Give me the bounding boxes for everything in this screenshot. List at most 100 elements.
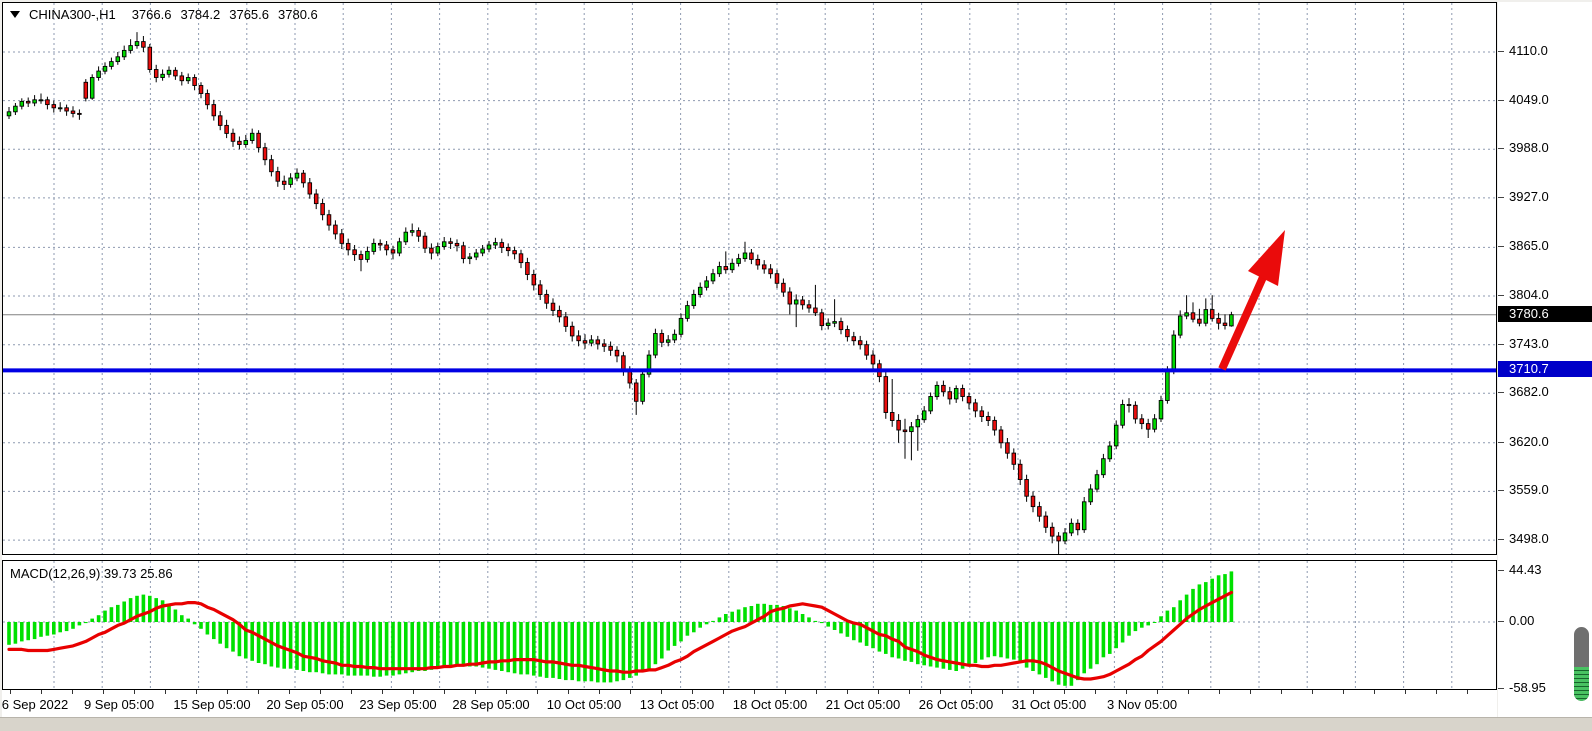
price-axis-label: 4110.0 (1509, 43, 1548, 58)
macd-axis-label-tick (1498, 621, 1504, 622)
time-axis-label: 28 Sep 05:00 (452, 697, 530, 712)
price-axis-label-tick (1498, 246, 1504, 248)
time-axis-tick (661, 690, 662, 694)
time-axis-tick (1250, 690, 1251, 694)
macd-histogram (7, 571, 1234, 686)
time-axis-tick (165, 690, 166, 694)
price-axis-label: 3865.0 (1509, 238, 1549, 254)
price-axis[interactable]: 4110.0 4049.0 3988.0 3927.0 3865.0 3804.0 3743… (1498, 2, 1592, 717)
time-axis-tick (692, 690, 693, 694)
price-axis-label-tick (1498, 51, 1504, 52)
time-axis-tick (1374, 690, 1375, 694)
macd-chart-svg[interactable] (3, 561, 1496, 689)
price-axis-label: 3620.0 (1509, 433, 1549, 449)
time-axis-label: 26 Oct 05:00 (918, 697, 994, 712)
time-axis-tick (1064, 690, 1065, 694)
time-axis-tick (382, 690, 383, 694)
current-price-badge: 3780.6 (1498, 305, 1592, 322)
time-axis-tick (10, 690, 11, 694)
time-axis-tick (1467, 690, 1468, 694)
price-axis-label-tick (1498, 539, 1504, 541)
price-gridlines (3, 3, 1496, 554)
price-axis-label: 4049.0 (1509, 91, 1549, 107)
time-axis-tick (475, 690, 476, 694)
time-axis-tick (785, 690, 786, 694)
price-axis-label-tick (1498, 148, 1504, 150)
time-axis-tick (568, 690, 569, 694)
macd-signal-line (7, 590, 1234, 681)
time-axis-tick (1343, 690, 1344, 694)
price-axis-label-tick (1498, 392, 1504, 394)
time-axis-tick (1436, 690, 1437, 694)
pane-splitter[interactable] (2, 555, 1497, 560)
price-axis-label: 3498.0 (1509, 531, 1549, 547)
time-axis-tick (1002, 690, 1003, 694)
price-axis-label-tick (1498, 196, 1504, 198)
time-axis-tick (1405, 690, 1406, 694)
price-axis-label: 3743.0 (1509, 335, 1549, 351)
price-axis-label: 3682.0 (1509, 384, 1549, 400)
price-axis-label: 3804.0 (1509, 287, 1549, 303)
time-axis-tick (1312, 690, 1313, 694)
time-axis[interactable]: 6 Sep 2022 9 Sep 05:00 15 Sep 05:00 20 Sep … (2, 690, 1497, 717)
time-axis-tick (413, 690, 414, 694)
time-axis-tick (103, 690, 104, 694)
time-axis-tick (1095, 690, 1096, 694)
price-axis-label-tick (1498, 99, 1504, 101)
price-axis-label-tick (1498, 490, 1504, 492)
time-axis-tick (1157, 690, 1158, 694)
time-axis-tick (847, 690, 848, 694)
trend-arrow[interactable] (1218, 230, 1285, 371)
macd-axis-label: 44.43 (1509, 562, 1542, 578)
time-axis-tick (1219, 690, 1220, 694)
time-axis-label: 18 Oct 05:00 (732, 697, 808, 712)
time-axis-tick (444, 690, 445, 694)
window-bottom-strip (0, 717, 1592, 731)
macd-indicator-pane[interactable] (2, 560, 1497, 690)
time-axis-tick (878, 690, 879, 694)
macd-axis-label-tick (1498, 688, 1504, 690)
symbol-dropdown-icon[interactable] (10, 11, 20, 18)
price-axis-label-tick (1498, 441, 1504, 443)
macd-axis-label: -58.95 (1509, 680, 1546, 696)
time-axis-label: 10 Oct 05:00 (546, 697, 622, 712)
time-axis-label: 3 Nov 05:00 (1106, 697, 1178, 712)
time-axis-tick (940, 690, 941, 694)
time-axis-tick (227, 690, 228, 694)
scrollbar-thumb[interactable] (1574, 627, 1589, 701)
time-axis-label: 21 Oct 05:00 (825, 697, 901, 712)
time-axis-tick (1188, 690, 1189, 694)
time-axis-label: 15 Sep 05:00 (173, 697, 251, 712)
time-axis-tick (971, 690, 972, 694)
support-price-badge: 3710.7 (1498, 361, 1592, 378)
time-axis-tick (537, 690, 538, 694)
time-axis-tick (754, 690, 755, 694)
time-axis-tick (1126, 690, 1127, 694)
candlesticks (6, 32, 1234, 554)
time-axis-tick (1281, 690, 1282, 694)
time-axis-tick (723, 690, 724, 694)
price-chart-svg[interactable] (3, 3, 1496, 554)
time-axis-tick (41, 690, 42, 694)
time-axis-label: 20 Sep 05:00 (266, 697, 344, 712)
price-chart-pane[interactable] (2, 2, 1497, 555)
time-axis-label: 23 Sep 05:00 (359, 697, 437, 712)
macd-axis-label: 0.00 (1509, 613, 1535, 628)
price-axis-label-tick (1498, 343, 1504, 345)
time-axis-label: 31 Oct 05:00 (1011, 697, 1087, 712)
time-axis-tick (196, 690, 197, 694)
time-axis-tick (630, 690, 631, 694)
time-axis-tick (134, 690, 135, 694)
time-axis-tick (320, 690, 321, 694)
time-axis-tick (258, 690, 259, 694)
time-axis-tick (816, 690, 817, 694)
price-axis-label: 3559.0 (1509, 482, 1549, 498)
price-axis-label-tick (1498, 295, 1504, 297)
scrollbar-stripes (1574, 667, 1589, 701)
macd-axis-label-tick (1498, 570, 1504, 572)
time-axis-label: 13 Oct 05:00 (639, 697, 715, 712)
time-axis-tick (599, 690, 600, 694)
time-axis-label: 6 Sep 2022 (1, 697, 69, 712)
time-axis-tick (289, 690, 290, 694)
